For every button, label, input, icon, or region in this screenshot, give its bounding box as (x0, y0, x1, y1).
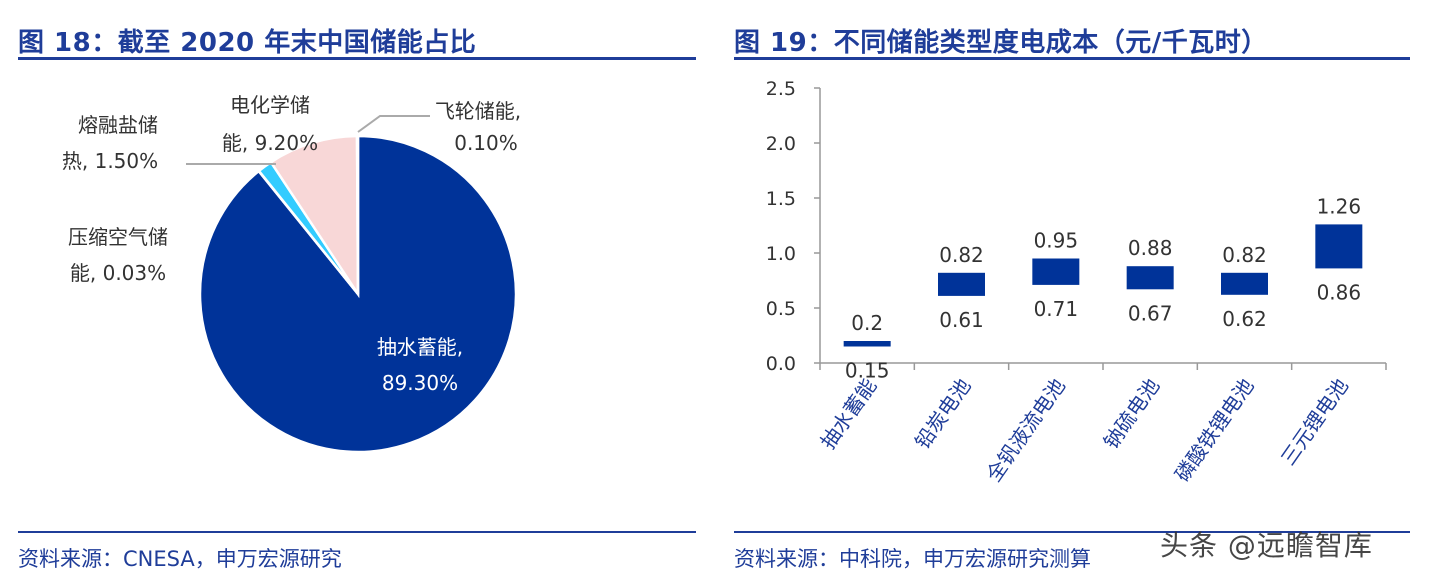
category-label: 铅炭电池 (910, 374, 976, 453)
cost-bar (938, 272, 985, 296)
cost-bar (1032, 258, 1080, 285)
pie-label-electrochem-1: 电化学储 (230, 93, 310, 117)
category-label: 全钒液流电池 (981, 374, 1069, 486)
category-label: 抽水蓄能 (816, 374, 882, 453)
y-tick-label: 2.5 (766, 78, 796, 100)
y-tick-label: 1.5 (766, 188, 796, 210)
bar-high-label: 0.82 (939, 243, 984, 267)
cost-bar (1315, 224, 1363, 269)
bar-figure-title: 图 19：不同储能类型度电成本（元/千瓦时） (734, 28, 1268, 58)
pie-label-air-2: 能, 0.03% (70, 261, 166, 285)
bar-high-label: 0.82 (1222, 243, 1267, 267)
y-tick-label: 2.0 (766, 133, 796, 155)
bar-low-label: 0.62 (1222, 307, 1267, 331)
bar-source-rule (734, 531, 1410, 533)
pie-label-pumped-1: 抽水蓄能, (377, 335, 463, 359)
pie-source-rule (18, 531, 696, 533)
pie-panel: 图 18：截至 2020 年末中国储能占比 抽水蓄能, 89.30% 压缩空气储… (18, 0, 696, 581)
y-tick-label: 0.0 (766, 353, 796, 375)
cost-bar (1221, 272, 1268, 295)
pie-label-molten-1: 熔融盐储 (78, 113, 158, 137)
pie-slice-electrochemical (269, 134, 360, 299)
bar-panel: 图 19：不同储能类型度电成本（元/千瓦时） 0.0 0.5 1.0 1.5 2.0 2.… (734, 0, 1410, 581)
pie-label-pumped-2: 89.30% (382, 371, 458, 395)
pie-title-rule (18, 57, 696, 60)
pie-chart: 抽水蓄能, 89.30% 压缩空气储 能, 0.03% 熔融盐储 热, 1.50… (62, 93, 521, 454)
y-tick-label: 1.0 (766, 243, 796, 265)
category-label: 三元锂电池 (1276, 374, 1353, 470)
bar-low-label: 0.15 (845, 359, 890, 383)
bar-high-label: 0.95 (1034, 229, 1079, 253)
bar-high-label: 0.88 (1128, 236, 1173, 260)
pie-figure-title: 图 18：截至 2020 年末中国储能占比 (18, 28, 477, 58)
category-label: 磷酸铁锂电池 (1170, 374, 1258, 486)
bar-low-label: 0.67 (1128, 301, 1173, 325)
bar-low-label: 0.86 (1317, 280, 1362, 304)
pie-slice-flywheel (355, 134, 360, 295)
pie-label-flywheel-1: 飞轮储能, (435, 99, 521, 123)
pie-label-molten-2: 热, 1.50% (62, 149, 158, 173)
pie-source-note: 资料来源：CNESA，申万宏源研究 (18, 547, 342, 571)
pie-label-flywheel-2: 0.10% (454, 131, 518, 155)
bar-source-note: 资料来源：中科院，申万宏源研究测算 (734, 547, 1091, 571)
pie-label-air-1: 压缩空气储 (68, 225, 168, 249)
bar-low-label: 0.61 (939, 308, 984, 332)
cost-bar (843, 341, 891, 347)
cost-bar (1126, 266, 1174, 290)
bar-low-label: 0.71 (1034, 297, 1079, 321)
leader-line-flywheel (357, 115, 430, 133)
category-label: 钠硫电池 (1099, 374, 1165, 453)
y-tick-label: 0.5 (766, 298, 796, 320)
bar-title-rule (734, 57, 1410, 60)
bar-high-label: 1.26 (1317, 194, 1362, 218)
pie-label-electrochem-2: 能, 9.20% (222, 131, 318, 155)
bar-high-label: 0.2 (851, 311, 883, 335)
watermark: 头条 @远瞻智库 (1160, 529, 1373, 562)
